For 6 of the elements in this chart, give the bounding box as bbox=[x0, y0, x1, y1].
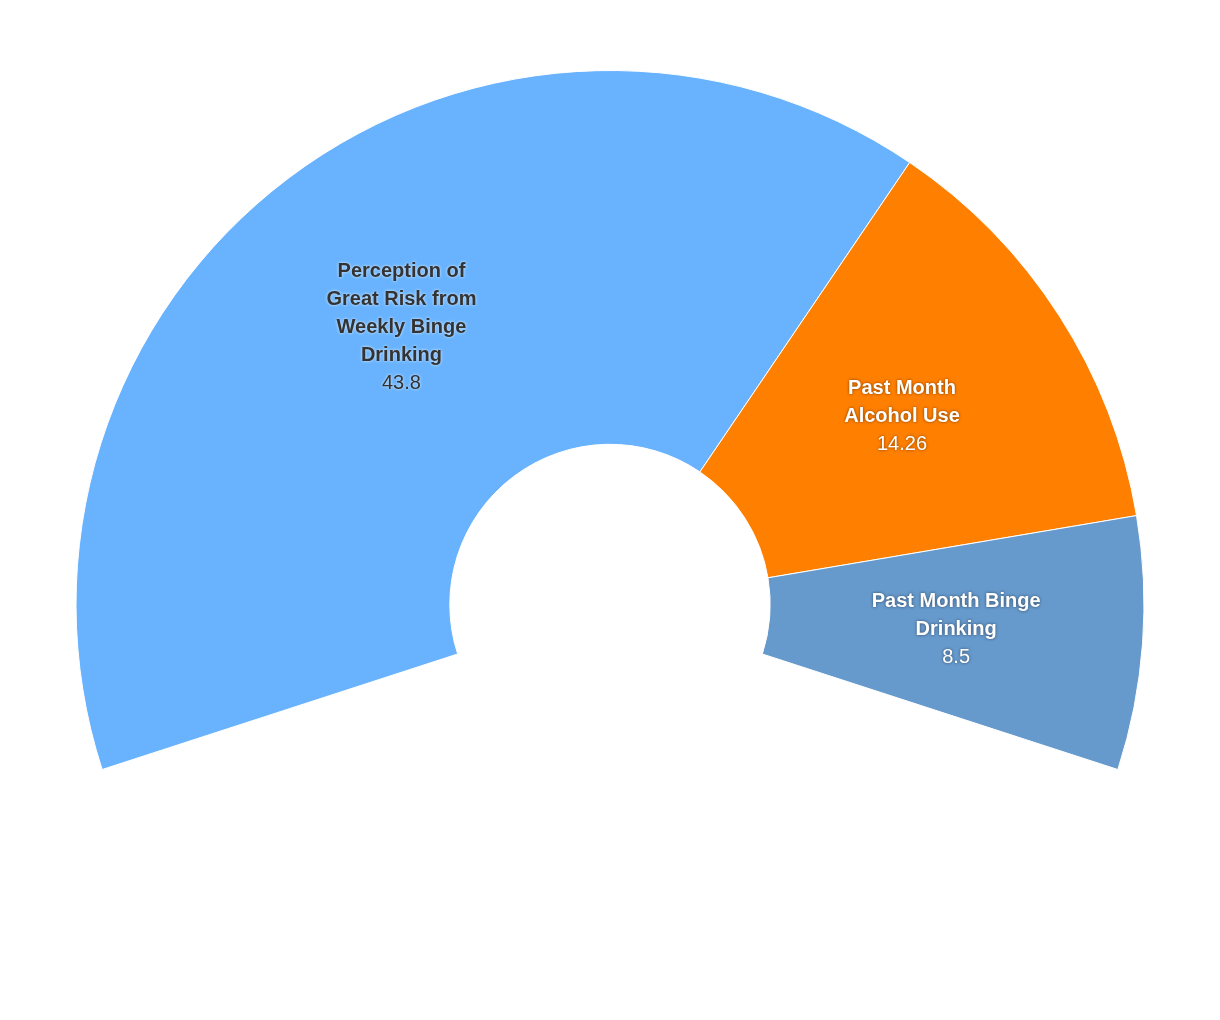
slice-label: Past Month Alcohol Use bbox=[844, 376, 960, 427]
data-label: 8.5 bbox=[942, 645, 971, 668]
slice-label: Past Month Binge Drinking bbox=[871, 589, 1041, 640]
slice-label: Perception of Great Risk from Weekly Binge Drinking bbox=[326, 258, 477, 365]
data-label: 43.8 bbox=[381, 370, 421, 393]
data-label: 14.26 bbox=[876, 432, 928, 455]
